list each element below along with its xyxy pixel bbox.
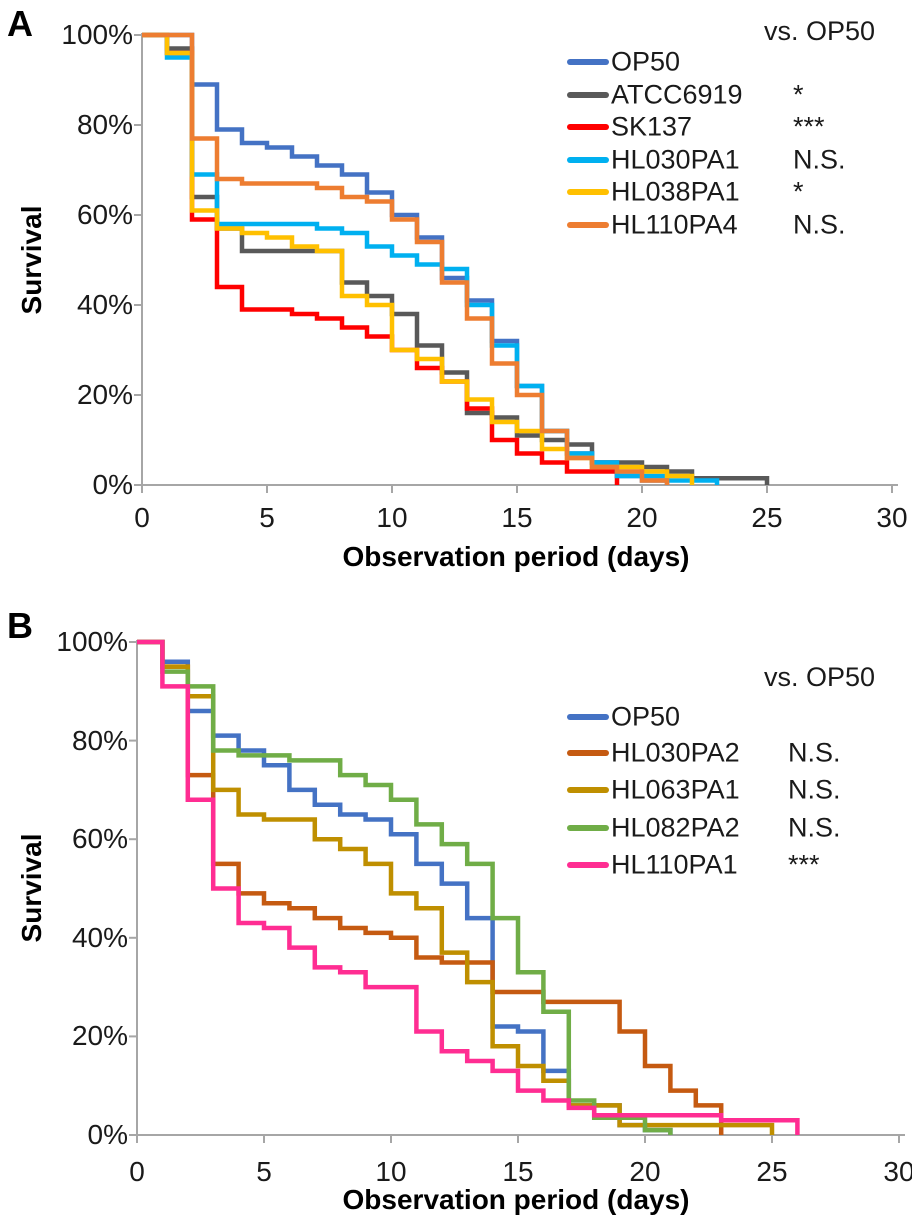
legend-line-icon — [567, 750, 609, 756]
series-hl110pa4-curve — [142, 32, 670, 485]
panel-a-letter: A — [7, 3, 33, 44]
legend-label: HL110PA1 — [611, 849, 738, 880]
significance-vs-op50: * — [793, 79, 804, 110]
legend-label: OP50 — [611, 701, 681, 732]
x-tick-label-5: 5 — [259, 502, 275, 533]
panel-b-x-axis-title: Observation period (days) — [342, 1184, 690, 1215]
x-tick-label-0: 0 — [129, 1156, 145, 1187]
legend-line-icon — [567, 157, 609, 163]
y-tick-label-80: 80% — [76, 109, 133, 140]
legend-line-icon — [567, 787, 609, 793]
y-tick-label-20: 20% — [71, 1020, 128, 1052]
significance-vs-op50: N.S. — [793, 209, 846, 240]
legend-label: HL063PA1 — [611, 774, 740, 805]
panel-b-letter: B — [7, 605, 33, 646]
series-hl110pa1-curve — [137, 639, 800, 1135]
legend-line-icon — [567, 59, 609, 65]
panel-b-curves — [137, 639, 800, 1135]
series-hl063pa1-curve — [137, 639, 775, 1135]
legend-label: HL082PA2 — [611, 812, 740, 843]
panel-a-curves — [142, 32, 770, 485]
y-tick-label-0: 0% — [87, 1119, 128, 1150]
y-tick-label-100: 100% — [61, 19, 133, 50]
panel-b-axes — [129, 640, 905, 1143]
panel-a-x-axis-title: Observation period (days) — [342, 541, 690, 572]
legend-label: SK137 — [611, 111, 693, 142]
legend-line-icon — [567, 825, 609, 831]
legend-line-icon — [567, 862, 609, 868]
y-tick-label-80: 80% — [71, 724, 128, 756]
y-tick-label-40: 40% — [71, 921, 128, 953]
legend-label: HL110PA4 — [611, 209, 738, 240]
legend-label: HL030PA1 — [611, 144, 740, 175]
x-tick-label-30: 30 — [876, 502, 908, 533]
y-tick-label-40: 40% — [76, 289, 133, 320]
panel-b-legend-header: vs. OP50 — [764, 662, 876, 692]
significance-vs-op50: * — [793, 176, 804, 207]
significance-vs-op50: N.S. — [788, 737, 841, 768]
legend-line-icon — [567, 714, 609, 720]
legend-label: HL038PA1 — [611, 176, 740, 207]
legend-line-icon — [567, 189, 609, 195]
y-tick-label-60: 60% — [71, 823, 128, 855]
legend-line-icon — [567, 92, 609, 98]
x-tick-label-20: 20 — [629, 1156, 661, 1187]
x-tick-label-10: 10 — [376, 502, 408, 533]
series-sk137-curve — [142, 32, 620, 485]
x-tick-label-25: 25 — [751, 502, 783, 533]
significance-vs-op50: N.S. — [788, 812, 841, 843]
x-tick-label-15: 15 — [501, 502, 533, 533]
x-tick-label-15: 15 — [502, 1156, 534, 1187]
series-op50-curve — [142, 32, 670, 485]
y-tick-label-100: 100% — [56, 626, 128, 657]
panel-a-legend-header: vs. OP50 — [764, 16, 876, 46]
significance-vs-op50: *** — [793, 111, 825, 142]
legend-line-icon — [567, 222, 609, 228]
y-tick-label-0: 0% — [92, 469, 133, 500]
y-tick-label-20: 20% — [76, 379, 133, 410]
legend-label: OP50 — [611, 46, 681, 77]
x-tick-label-25: 25 — [756, 1156, 788, 1187]
panel-a-axes — [134, 33, 898, 493]
x-tick-label-5: 5 — [256, 1156, 272, 1187]
legend-label: HL030PA2 — [611, 737, 740, 768]
x-tick-label-0: 0 — [134, 502, 150, 533]
legend-label: ATCC6919 — [611, 79, 743, 110]
legend-line-icon — [567, 124, 609, 130]
x-tick-label-30: 30 — [883, 1156, 912, 1187]
significance-vs-op50: *** — [788, 849, 820, 880]
y-tick-label-60: 60% — [76, 199, 133, 230]
x-tick-label-10: 10 — [375, 1156, 407, 1187]
significance-vs-op50: N.S. — [788, 774, 841, 805]
series-hl030pa2-curve — [137, 639, 724, 1135]
x-tick-label-20: 20 — [626, 502, 658, 533]
significance-vs-op50: N.S. — [793, 144, 846, 175]
